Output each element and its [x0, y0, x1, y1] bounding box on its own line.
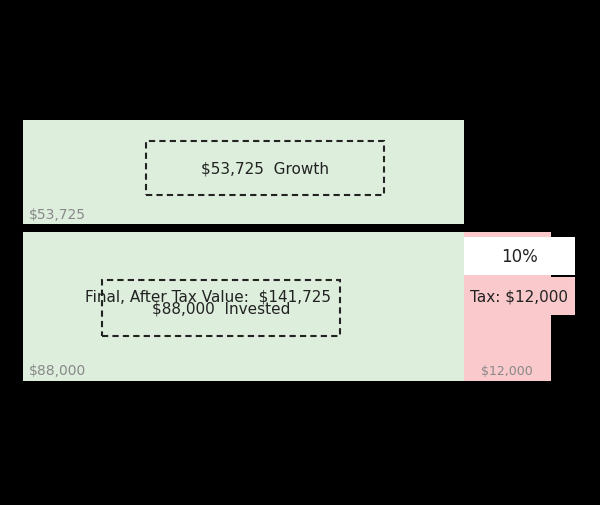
FancyBboxPatch shape: [464, 237, 575, 275]
Text: Tax: $12,000: Tax: $12,000: [470, 289, 568, 304]
Text: $88,000  Invested: $88,000 Invested: [152, 301, 290, 316]
FancyBboxPatch shape: [464, 278, 575, 316]
Text: Final, After Tax Value:  $141,725: Final, After Tax Value: $141,725: [85, 289, 331, 304]
FancyBboxPatch shape: [464, 232, 551, 381]
Text: $12,000: $12,000: [481, 365, 533, 378]
FancyBboxPatch shape: [23, 278, 464, 316]
Text: $88,000: $88,000: [29, 364, 86, 378]
Text: 10%: 10%: [501, 247, 538, 265]
Text: $53,725: $53,725: [29, 207, 86, 221]
FancyBboxPatch shape: [23, 232, 464, 381]
FancyBboxPatch shape: [23, 121, 464, 225]
Text: $53,725  Growth: $53,725 Growth: [202, 161, 329, 176]
